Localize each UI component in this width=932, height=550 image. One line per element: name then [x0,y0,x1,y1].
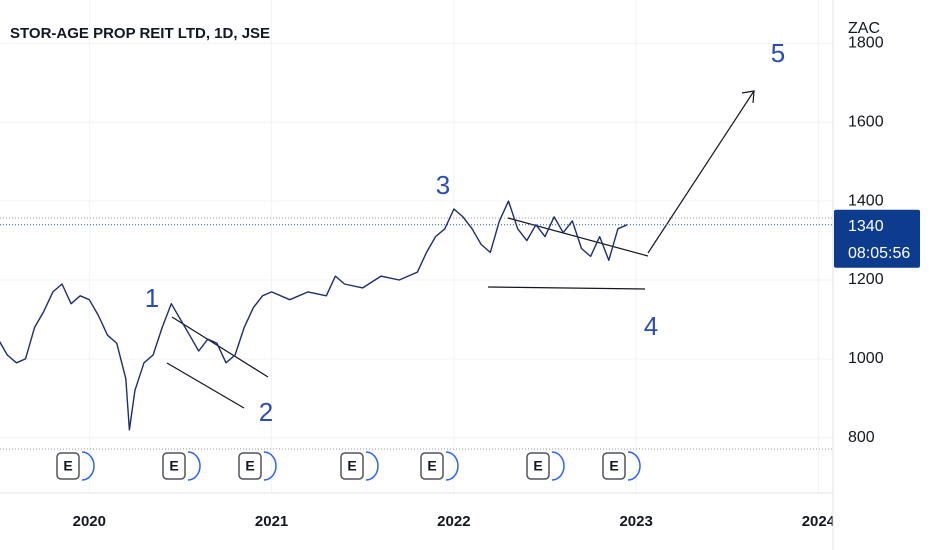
marker-box [420,452,444,480]
trendline [166,362,245,409]
marker-label: E [609,458,618,474]
arrow [647,90,755,254]
earnings-marker: E [526,451,565,481]
marker-arc [187,451,201,481]
wave-label: 3 [436,170,450,200]
earnings-marker: E [340,451,379,481]
x-tick-label: 2024 [802,513,836,530]
countdown-label: 08:05:56 [848,245,910,262]
marker-box [162,452,186,480]
x-tick-label: 2023 [619,513,652,530]
marker-box [56,452,80,480]
y-axis-panel [833,0,932,550]
marker-box [526,452,550,480]
earnings-marker: E [162,451,201,481]
marker-arc [365,451,379,481]
y-tick-label: 1400 [848,192,884,209]
y-tick-label: 1000 [848,350,884,367]
y-tick-label: 1800 [848,35,884,52]
marker-box [602,452,626,480]
y-tick-label: 1200 [848,271,884,288]
earnings-marker: E [238,451,277,481]
trendlines [166,90,755,409]
marker-box [238,452,262,480]
trendline [487,286,646,290]
marker-arc [81,451,95,481]
marker-label: E [245,458,254,474]
trendline [171,316,269,378]
y-tick-label: 800 [848,429,875,446]
earnings-marker: E [56,451,95,481]
wave-label: 4 [644,311,658,341]
marker-box [340,452,364,480]
x-tick-label: 2021 [255,513,288,530]
arrow-head [741,90,755,104]
marker-label: E [347,458,356,474]
chart-title: STOR-AGE PROP REIT LTD, 1D, JSE [10,25,270,42]
marker-label: E [169,458,178,474]
y-axis-unit: ZAC [848,20,880,37]
wave-label: 2 [259,397,273,427]
marker-arc [627,451,641,481]
price-label: 1340 [848,218,884,235]
marker-arc [445,451,459,481]
price-line [0,200,628,431]
marker-arc [551,451,565,481]
wave-label: 1 [145,283,159,313]
x-tick-label: 2020 [73,513,106,530]
earnings-marker: E [420,451,459,481]
y-tick-label: 1600 [848,113,884,130]
earnings-marker: E [602,451,641,481]
marker-label: E [533,458,542,474]
marker-label: E [427,458,436,474]
price-box [834,209,920,268]
x-tick-label: 2022 [437,513,470,530]
wave-label: 5 [771,38,785,68]
marker-label: E [63,458,72,474]
marker-arc [263,451,277,481]
